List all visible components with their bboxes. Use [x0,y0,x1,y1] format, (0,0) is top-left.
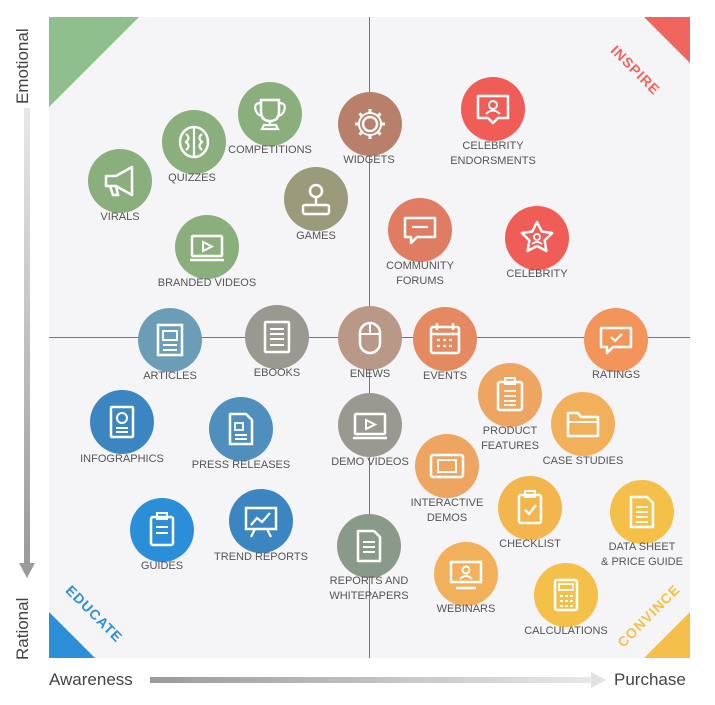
item-label-articles: ARTICLES [143,370,197,382]
item-circle-reports-whitepapers [337,514,401,578]
infographic-icon [102,402,142,442]
item-label-interactive-demos: INTERACTIVE DEMOS [410,497,484,524]
item-label-case-studies: CASE STUDIES [542,455,624,467]
datasheet-icon [622,492,662,532]
item-label-widgets: WIDGETS [343,154,395,166]
item-circle-celebrity-endorsments [461,77,525,141]
mouse-icon [350,318,390,358]
star-icon [517,218,557,258]
item-circle-widgets [338,92,402,156]
item-circle-trend-reports [229,489,293,553]
item-label-infographics: INFOGRAPHICS [80,453,164,465]
item-circle-interactive-demos [415,434,479,498]
tablet-icon [427,446,467,486]
item-circle-calculations [534,563,598,627]
item-label-product-features: PRODUCT FEATURES [481,425,539,452]
item-label-community-forums: COMMUNITY FORUMS [386,260,454,287]
webinar-icon [446,554,486,594]
item-label-competitions: COMPETITIONS [228,144,312,156]
item-circle-case-studies [551,392,615,456]
book-icon [257,317,297,357]
person-card-icon [473,89,513,129]
item-label-reports-whitepapers: REPORTS AND WHITEPAPERS [329,575,409,602]
item-circle-virals [88,149,152,213]
chat-icon [400,210,440,250]
folder-icon [563,404,603,444]
item-label-demo-videos: DEMO VIDEOS [331,456,409,468]
item-circle-demo-videos [338,393,402,457]
item-circle-celebrity [505,206,569,270]
item-circle-enews [338,306,402,370]
item-label-branded-videos: BRANDED VIDEOS [157,277,257,289]
item-circle-infographics [90,390,154,454]
x-axis-arrow [150,672,606,688]
item-circle-games [284,167,348,231]
item-label-webinars: WEBINARS [436,603,496,615]
item-circle-articles [138,308,202,372]
article-icon [150,320,190,360]
corner-entertain [49,17,139,107]
item-label-quizzes: QUIZZES [168,172,216,184]
item-circle-webinars [434,542,498,606]
item-circle-quizzes [162,110,226,174]
item-circle-competitions [238,82,302,146]
item-circle-guides [130,498,194,562]
item-label-checklist: CHECKLIST [499,538,561,550]
item-label-virals: VIRALS [100,211,140,223]
item-circle-community-forums [388,198,452,262]
corner-inspire [644,17,690,63]
joystick-icon [296,179,336,219]
video-icon [350,405,390,445]
clipboard-list-icon [490,375,530,415]
item-circle-product-features [478,363,542,427]
x-axis-left-label: Awareness [49,670,133,689]
video-icon [187,227,227,267]
item-label-celebrity-endorsments: CELEBRITY ENDORSMENTS [450,140,536,167]
item-label-calculations: CALCULATIONS [524,625,608,637]
x-axis-right-label: Purchase [614,670,686,689]
corner-educate [49,612,95,658]
item-label-celebrity: CELEBRITY [506,268,568,280]
item-label-data-sheet: DATA SHEET & PRICE GUIDE [601,541,683,568]
press-doc-icon [221,409,261,449]
calendar-icon [425,319,465,359]
y-axis-arrow [19,108,35,578]
y-axis-top-label: Emotional [13,28,32,104]
item-circle-events [413,307,477,371]
megaphone-icon [100,161,140,201]
item-label-trend-reports: TREND REPORTS [214,551,308,563]
brain-icon [174,122,214,162]
y-axis-bottom-label: Rational [13,597,32,660]
item-label-enews: ENEWS [349,368,391,380]
item-circle-ratings [584,308,648,372]
trophy-icon [250,94,290,134]
corner-convince [644,612,690,658]
item-label-ratings: RATINGS [591,369,641,381]
rating-chat-icon [596,320,636,360]
checklist-icon [510,488,550,528]
item-circle-ebooks [245,305,309,369]
item-circle-branded-videos [175,215,239,279]
document-icon [349,526,389,566]
item-label-games: GAMES [296,230,336,242]
item-circle-data-sheet [610,480,674,544]
item-label-events: EVENTS [422,370,467,382]
item-label-press-releases: PRESS RELEASES [191,459,291,471]
item-circle-press-releases [209,397,273,461]
clipboard-icon [142,510,182,550]
chart-board-icon [241,501,281,541]
item-circle-checklist [498,476,562,540]
calculator-icon [546,575,586,615]
item-label-guides: GUIDES [140,560,184,572]
item-label-ebooks: EBOOKS [253,367,301,379]
gear-icon [350,104,390,144]
